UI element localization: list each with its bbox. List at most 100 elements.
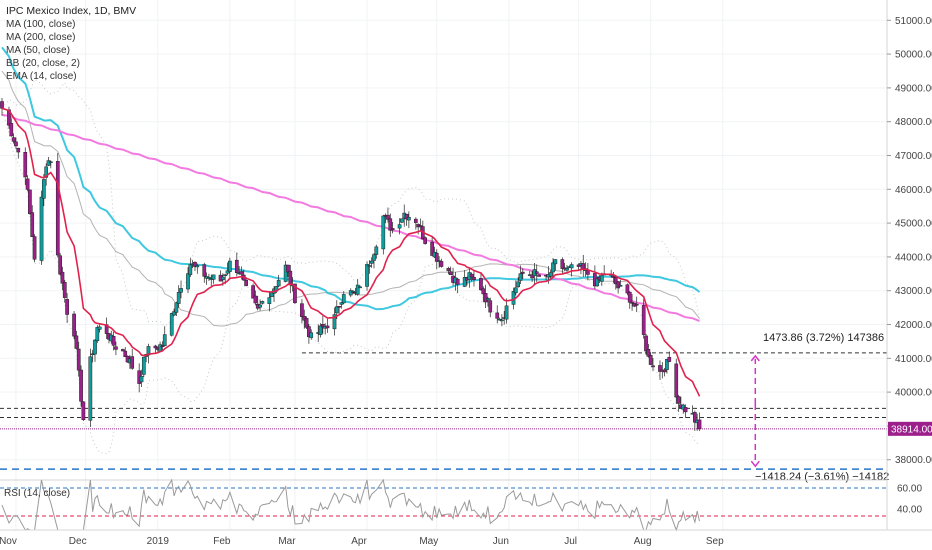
legend-bollinger[interactable]: BB (20, close, 2) [6, 58, 80, 69]
candle-body [0, 101, 4, 109]
price-tick-label: 41000.00 [895, 354, 932, 365]
candle-body [309, 332, 314, 338]
price-tick-label: 40000.00 [895, 388, 932, 399]
legend-ema[interactable]: EMA (14, close) [6, 71, 77, 82]
candle-body [569, 264, 574, 269]
candle-body [25, 178, 30, 190]
candle-body [358, 286, 362, 289]
candle-body [14, 141, 18, 147]
candle-body [193, 261, 197, 267]
candle-body [616, 281, 620, 289]
candle-body [407, 216, 411, 221]
candle-body [400, 218, 404, 223]
candle-body [304, 318, 309, 328]
candle-body [234, 259, 239, 273]
candle-body [646, 349, 651, 357]
time-tick-label: Feb [213, 536, 231, 547]
candle-body [516, 281, 520, 288]
candle-body [28, 189, 32, 214]
time-tick-label: Nov [0, 536, 17, 547]
measure-upper-label: 1473.86 (3.72%) 147386 [763, 332, 884, 344]
price-tick-label: 49000.00 [895, 83, 932, 94]
candle-body [211, 274, 216, 280]
candle-body [381, 215, 386, 250]
candle-body [469, 273, 474, 278]
candle-body [44, 166, 49, 178]
candle-body [286, 264, 290, 273]
candle-body [46, 160, 51, 166]
candle-body [221, 276, 225, 280]
candle-body [172, 311, 176, 316]
candle-body [339, 302, 344, 305]
candle-body [160, 345, 165, 348]
candle-body [390, 228, 395, 231]
candle-body [81, 401, 86, 421]
candle-body [548, 272, 553, 277]
candle-body [276, 280, 281, 287]
candle-body [611, 275, 616, 278]
candle-body [72, 313, 76, 337]
candle-body [258, 304, 262, 308]
price-tick-label: 45000.00 [895, 219, 932, 230]
time-tick-label: 2019 [147, 536, 170, 547]
candle-body [202, 264, 207, 277]
candle-body [504, 305, 509, 320]
candle-body [479, 278, 483, 291]
candle-body [225, 270, 230, 274]
price-tick-label: 44000.00 [895, 252, 932, 263]
candle-body [674, 363, 679, 398]
candle-body [386, 214, 390, 220]
candle-body [625, 284, 630, 294]
candle-body [644, 335, 648, 352]
candle-body [188, 264, 193, 276]
candle-body [23, 152, 28, 178]
candle-body [665, 359, 669, 370]
rsi-legend[interactable]: RSI (14, close) [4, 488, 71, 499]
candle-body [169, 313, 174, 336]
candle-body [486, 298, 490, 301]
measure-down-arrow [750, 460, 760, 468]
price-tick-label: 42000.00 [895, 320, 932, 331]
candle-body [693, 412, 697, 423]
candle-body [111, 335, 116, 346]
candle-body [434, 252, 439, 262]
candle-body [495, 312, 500, 319]
measure-tool: 1473.86 (3.72%) 147386 −1418.24 (−3.61%) … [750, 332, 889, 483]
candle-body [307, 326, 311, 338]
candle-body [641, 305, 646, 335]
candle-body [613, 277, 618, 285]
candle-body [11, 137, 16, 142]
candle-body [174, 302, 179, 313]
candle-body [483, 293, 488, 303]
time-tick-label: Jun [493, 536, 509, 547]
candle-body [518, 273, 523, 281]
candle-body [260, 301, 265, 304]
candle-body [176, 292, 181, 304]
candle-body [79, 369, 83, 402]
time-tick-label: Jul [564, 536, 577, 547]
candle-body [439, 261, 444, 267]
candle-body [497, 318, 502, 321]
candle-body [114, 346, 118, 350]
candle-body [488, 300, 493, 313]
ma200-line [1, 113, 700, 323]
legend-ma50[interactable]: MA (50, close) [6, 45, 70, 56]
candle-body [139, 376, 144, 383]
price-tick-label: 43000.00 [895, 286, 932, 297]
candle-body [93, 339, 97, 355]
candle-body [341, 294, 346, 304]
candle-body [372, 254, 376, 261]
legend-ma100[interactable]: MA (100, close) [6, 19, 76, 30]
candle-body [195, 265, 200, 268]
candle-body [462, 277, 467, 287]
candle-body [618, 284, 623, 287]
candle-body [530, 274, 534, 279]
candle-body [223, 274, 228, 276]
candle-body [337, 306, 341, 308]
ma100-line [1, 46, 701, 311]
legend-ma200[interactable]: MA (200, close) [6, 32, 76, 43]
candle-body [365, 264, 369, 287]
candle-body [676, 396, 681, 404]
candle-body [683, 407, 688, 413]
